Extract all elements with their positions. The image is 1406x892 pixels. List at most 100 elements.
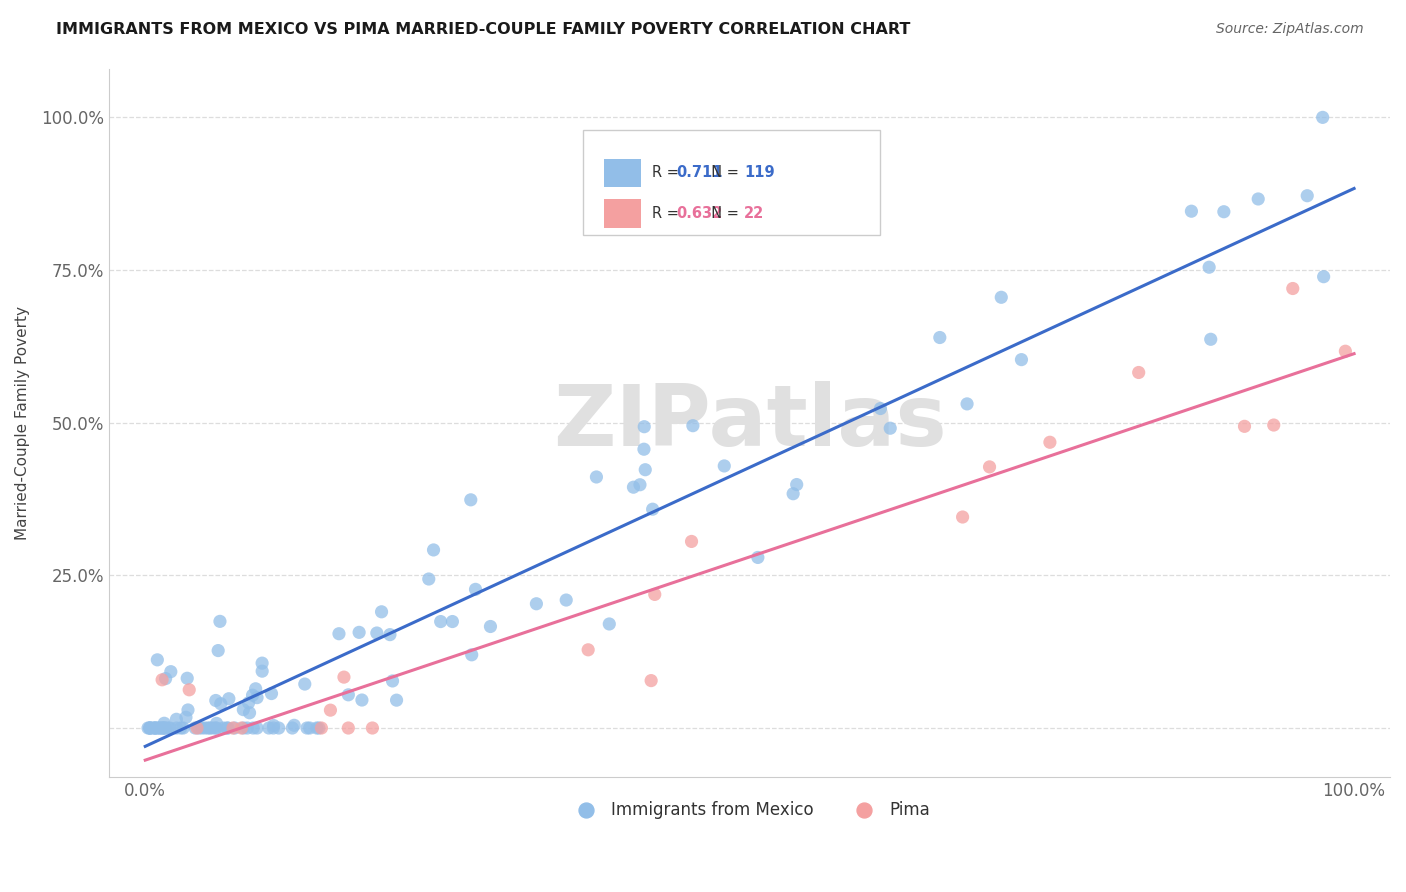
Point (328, 626, 350, 640)
Point (1263, 418, 1285, 433)
Point (187, 721, 209, 735)
Point (152, 721, 174, 735)
Point (319, 703, 342, 717)
Point (633, 442, 655, 457)
Point (257, 721, 280, 735)
Point (155, 721, 177, 735)
Point (146, 653, 169, 667)
Point (231, 721, 253, 735)
Point (153, 716, 176, 731)
Point (1199, 332, 1222, 346)
Point (633, 419, 655, 434)
Point (262, 721, 284, 735)
Y-axis label: Married-Couple Family Poverty: Married-Couple Family Poverty (15, 306, 30, 540)
Point (136, 721, 159, 735)
Point (246, 721, 269, 735)
Point (207, 643, 229, 657)
Point (184, 721, 207, 735)
Point (956, 397, 979, 411)
Point (224, 721, 246, 735)
Text: R =: R = (652, 206, 683, 221)
Point (143, 721, 166, 735)
Point (283, 718, 305, 732)
Point (350, 693, 373, 707)
Point (378, 627, 401, 641)
Point (242, 688, 264, 702)
Point (641, 502, 664, 516)
Point (298, 721, 321, 735)
Point (1281, 281, 1303, 295)
Point (623, 480, 645, 494)
Text: 0.632: 0.632 (676, 206, 723, 221)
Point (1180, 204, 1202, 219)
Point (242, 721, 264, 735)
Point (682, 418, 704, 433)
Point (245, 681, 267, 696)
Point (212, 721, 235, 735)
Point (150, 721, 173, 735)
Point (952, 510, 974, 524)
Point (869, 401, 891, 416)
Point (979, 459, 1001, 474)
Point (218, 691, 240, 706)
Point (149, 721, 172, 735)
Point (526, 597, 548, 611)
Point (263, 718, 285, 732)
Point (159, 721, 181, 735)
Text: 22: 22 (744, 206, 765, 221)
Point (194, 721, 217, 735)
Point (1039, 435, 1062, 450)
Text: N =: N = (702, 166, 744, 180)
Point (460, 648, 482, 662)
Point (179, 682, 201, 697)
Point (204, 693, 226, 707)
Point (139, 721, 162, 735)
Point (1312, 111, 1334, 125)
Point (197, 721, 219, 735)
Point (186, 721, 208, 735)
Point (152, 721, 174, 735)
Point (138, 721, 160, 735)
Point (1198, 260, 1220, 275)
Text: ZIPatlas: ZIPatlas (553, 381, 946, 464)
Point (177, 703, 200, 717)
Point (139, 721, 162, 735)
Point (217, 721, 239, 735)
Point (281, 721, 304, 735)
Point (156, 721, 179, 735)
Point (782, 487, 804, 501)
Text: 0.711: 0.711 (676, 166, 723, 180)
Point (153, 721, 176, 735)
Text: R =: R = (652, 166, 683, 180)
Point (1247, 192, 1270, 206)
Point (150, 673, 173, 687)
Point (1010, 352, 1032, 367)
Point (232, 703, 254, 717)
Point (460, 492, 482, 507)
Point (644, 587, 666, 601)
Point (146, 721, 169, 735)
Point (205, 721, 228, 735)
Text: Source: ZipAtlas.com: Source: ZipAtlas.com (1216, 22, 1364, 37)
Point (640, 673, 662, 688)
Point (337, 688, 360, 702)
Point (381, 673, 404, 688)
Point (418, 572, 440, 586)
Point (305, 721, 328, 735)
Text: IMMIGRANTS FROM MEXICO VS PIMA MARRIED-COUPLE FAMILY POVERTY CORRELATION CHART: IMMIGRANTS FROM MEXICO VS PIMA MARRIED-C… (56, 22, 911, 37)
Point (422, 543, 444, 558)
Point (628, 477, 651, 491)
Point (139, 721, 162, 735)
Point (172, 721, 194, 735)
Point (681, 534, 703, 549)
Point (555, 593, 578, 607)
Point (576, 642, 599, 657)
Point (232, 721, 254, 735)
Point (204, 721, 226, 735)
Point (205, 716, 228, 731)
Point (142, 721, 165, 735)
Point (1212, 204, 1234, 219)
Point (786, 477, 808, 491)
Point (479, 619, 502, 633)
Point (145, 721, 167, 735)
